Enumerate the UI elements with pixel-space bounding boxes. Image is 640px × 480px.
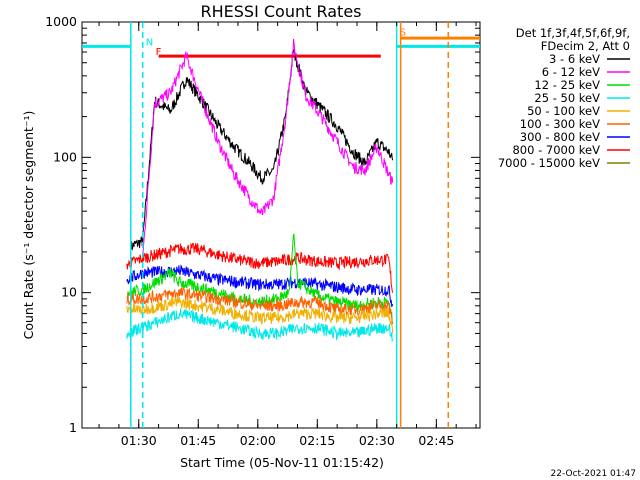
series-line xyxy=(142,38,394,261)
y-tick-label: 10 xyxy=(61,285,77,300)
legend-label: 6 - 12 keV xyxy=(542,65,600,79)
y-axis-label: Count Rate (s⁻¹ detector segment⁻¹) xyxy=(21,111,36,340)
series-line xyxy=(126,286,394,325)
interval-markers: NF S xyxy=(146,28,406,58)
legend-header: Det 1f,3f,4f,5f,6f,9f, xyxy=(516,26,630,40)
x-tick-label: 02:00 xyxy=(240,433,276,448)
legend-label: 7000 - 15000 keV xyxy=(498,156,600,170)
time-interval-lines xyxy=(130,22,450,428)
legend-label: 12 - 25 keV xyxy=(534,78,600,92)
y-tick-label: 1 xyxy=(69,420,77,435)
legend-label: 25 - 50 keV xyxy=(534,91,600,105)
legend-label: 50 - 100 keV xyxy=(527,104,600,118)
x-tick-label: 01:45 xyxy=(180,433,216,448)
legend: Det 1f,3f,4f,5f,6f,9f,FDecim 2, Att 03 -… xyxy=(498,26,630,170)
x-tick-label: 02:45 xyxy=(418,433,454,448)
y-tick-label: 100 xyxy=(53,149,77,164)
interval-marker-label: N xyxy=(146,37,153,48)
series-line xyxy=(126,242,394,293)
x-tick-label: 01:30 xyxy=(121,433,157,448)
x-tick-label: 02:15 xyxy=(299,433,335,448)
legend-label: 800 - 7000 keV xyxy=(512,143,600,157)
legend-label: 100 - 300 keV xyxy=(520,117,600,131)
plot-border xyxy=(81,21,481,429)
legend-label: 3 - 6 keV xyxy=(549,52,600,66)
series-line xyxy=(126,308,394,342)
plot-frame xyxy=(81,21,481,429)
axis-ticks: 01:30 01:45 02:00 02:15 02:30 02:45 1 10 100 1000 xyxy=(45,14,480,448)
legend-label: 300 - 800 keV xyxy=(520,130,600,144)
interval-marker-label: F xyxy=(156,47,162,58)
x-axis-label: Start Time (05-Nov-11 01:15:42) xyxy=(180,455,384,470)
interval-marker-label: S xyxy=(400,28,406,39)
x-tick-label: 02:30 xyxy=(359,433,395,448)
legend-header: FDecim 2, Att 0 xyxy=(541,39,630,53)
series-lines xyxy=(126,38,394,342)
y-tick-label: 1000 xyxy=(45,14,77,29)
segment-lines xyxy=(82,36,480,58)
chart-title: RHESSI Count Rates xyxy=(201,2,362,21)
footer-timestamp: 22-Oct-2021 01:47 xyxy=(551,469,636,479)
series-line xyxy=(126,297,394,334)
series-line xyxy=(130,47,394,253)
